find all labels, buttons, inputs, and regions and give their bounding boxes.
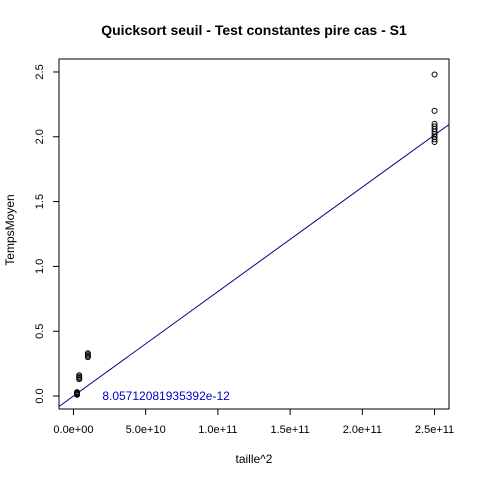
y-axis: 0.0 0.5 1.0 1.5 2.0 2.5 [34,64,59,404]
data-points [74,71,438,398]
x-tick-label: 2.0e+11 [343,424,382,436]
y-tick-label: 1.5 [34,194,46,209]
slope-annotation: 8.05712081935392e-12 [102,389,230,403]
y-axis-label: TempsMoyen [3,194,17,265]
x-tick-label: 5.0e+10 [126,424,166,436]
data-point [431,136,438,143]
data-point [431,138,438,145]
y-tick-label: 0.5 [34,324,46,339]
y-tick-label: 0.0 [34,388,46,403]
x-axis-label: taille^2 [236,452,273,466]
x-tick-label: 1.0e+11 [198,424,237,436]
chart-title: Quicksort seuil - Test constantes pire c… [101,22,407,38]
y-tick-label: 2.0 [34,129,46,144]
x-tick-label: 2.5e+11 [415,424,454,436]
data-point [431,107,438,114]
x-axis: 0.0e+00 5.0e+10 1.0e+11 1.5e+11 2.0e+11 2.5e+… [53,409,454,436]
y-tick-label: 1.0 [34,259,46,274]
regression-line [58,124,450,407]
data-point [76,372,83,379]
data-point [84,350,91,357]
plot-frame [58,58,450,410]
data-point [74,389,81,396]
data-point [431,71,438,78]
y-tick-label: 2.5 [34,64,46,79]
x-tick-label: 1.5e+11 [270,424,309,436]
x-tick-label: 0.0e+00 [53,424,93,436]
